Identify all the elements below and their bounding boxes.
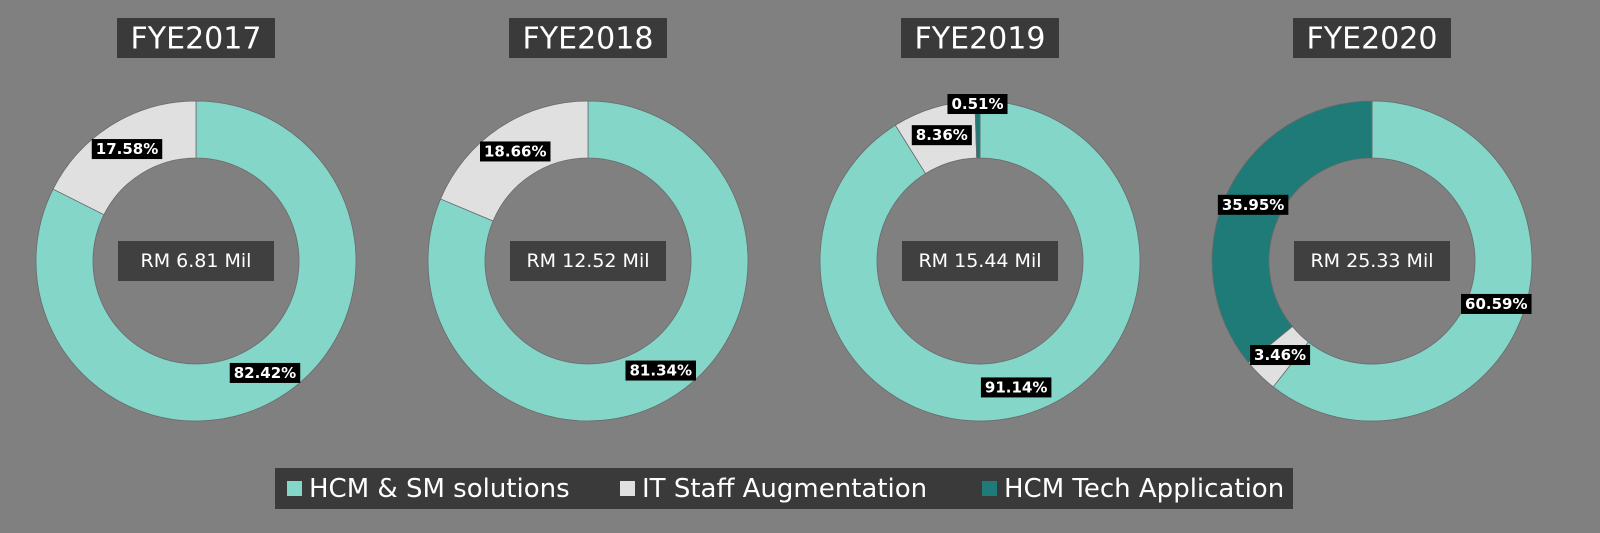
legend-label: HCM Tech Application xyxy=(1004,474,1284,504)
data-label: 3.46% xyxy=(1254,346,1306,364)
title-box xyxy=(901,18,1059,58)
data-label-box xyxy=(229,362,301,383)
title-group: FYE2017 xyxy=(117,18,275,58)
legend-swatch xyxy=(287,481,302,496)
data-label: 8.36% xyxy=(916,126,968,144)
data-label-box xyxy=(980,377,1052,398)
data-label-group: 81.34% xyxy=(625,360,696,381)
center-label: RM 25.33 Mil xyxy=(1310,250,1433,272)
center-label: RM 12.52 Mil xyxy=(526,250,649,272)
data-label: 17.58% xyxy=(96,140,158,158)
data-label-box xyxy=(91,139,163,160)
legend-swatch xyxy=(982,481,997,496)
data-label-box xyxy=(1250,345,1311,366)
data-label-group: 0.51% xyxy=(947,94,1008,115)
chart-title: FYE2017 xyxy=(131,22,262,57)
data-label-group: 82.42% xyxy=(229,362,301,383)
title-group: FYE2018 xyxy=(509,18,667,58)
data-label-group: 3.46% xyxy=(1250,345,1311,366)
center-group: RM 6.81 Mil xyxy=(118,241,274,281)
title-group: FYE2019 xyxy=(901,18,1059,58)
data-label-group: 18.66% xyxy=(480,141,551,162)
title-box xyxy=(1293,18,1451,58)
data-label-group: 8.36% xyxy=(911,125,972,146)
data-label-box xyxy=(947,94,1008,115)
title-group: FYE2020 xyxy=(1293,18,1451,58)
data-label-box xyxy=(911,125,972,146)
slice xyxy=(427,100,749,422)
data-label: 60.59% xyxy=(1465,295,1527,313)
data-label: 81.34% xyxy=(630,362,692,380)
data-label-group: 60.59% xyxy=(1461,293,1532,314)
center-group: RM 25.33 Mil xyxy=(1294,241,1450,281)
legend-label: HCM & SM solutions xyxy=(309,474,570,504)
chart-title: FYE2018 xyxy=(523,22,654,57)
data-label: 18.66% xyxy=(484,142,546,160)
legend-label: IT Staff Augmentation xyxy=(642,474,927,504)
slice xyxy=(819,100,1141,422)
legend: HCM & SM solutions IT Staff Augmentation H… xyxy=(275,468,1293,509)
data-label: 91.14% xyxy=(985,378,1047,396)
data-label-box xyxy=(1461,293,1532,314)
data-label-box xyxy=(625,360,696,381)
center-box xyxy=(902,241,1058,281)
data-label: 0.51% xyxy=(951,95,1003,113)
center-group: RM 12.52 Mil xyxy=(510,241,666,281)
slice xyxy=(1272,100,1533,422)
chart-title: FYE2019 xyxy=(915,22,1046,57)
data-label: 82.42% xyxy=(234,364,296,382)
center-box xyxy=(1294,241,1450,281)
data-label-group: 91.14% xyxy=(980,377,1052,398)
center-box xyxy=(118,241,274,281)
data-label: 35.95% xyxy=(1222,196,1284,214)
data-label-group: 35.95% xyxy=(1217,194,1289,215)
data-label-group: 17.58% xyxy=(91,139,163,160)
center-group: RM 15.44 Mil xyxy=(902,241,1058,281)
legend-swatch xyxy=(620,481,635,496)
data-label-box xyxy=(480,141,551,162)
slice xyxy=(35,100,357,422)
legend-box xyxy=(275,468,1293,509)
slice xyxy=(1211,100,1373,364)
chart-title: FYE2020 xyxy=(1307,22,1438,57)
data-label-box xyxy=(1217,194,1289,215)
center-label: RM 6.81 Mil xyxy=(141,250,252,272)
center-label: RM 15.44 Mil xyxy=(918,250,1041,272)
title-box xyxy=(509,18,667,58)
title-box xyxy=(117,18,275,58)
center-box xyxy=(510,241,666,281)
